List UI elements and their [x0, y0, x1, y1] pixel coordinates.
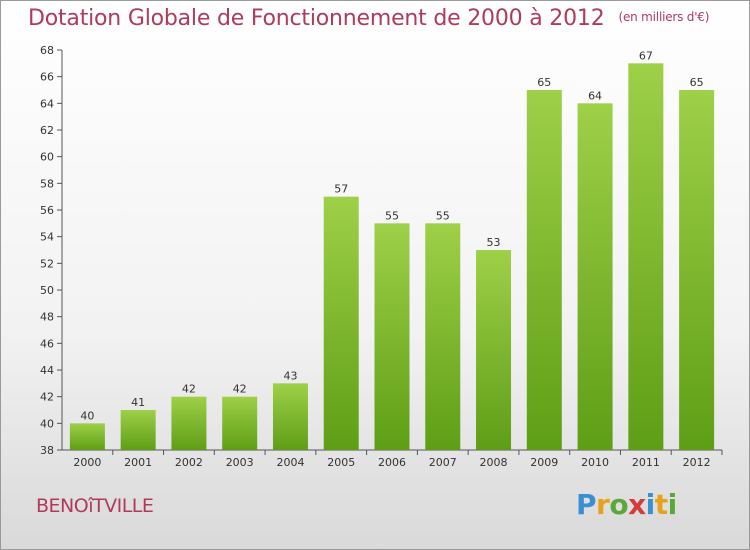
- chart-bars: [69, 63, 715, 450]
- data-label-2000: 40: [80, 409, 94, 422]
- x-tick-label: 2008: [480, 456, 508, 469]
- bar-2004: [272, 383, 308, 450]
- logo-letter: o: [609, 488, 629, 521]
- y-tick-label: 54: [40, 231, 54, 244]
- bar-2008: [476, 250, 512, 450]
- x-tick-label: 2011: [632, 456, 660, 469]
- data-label-2005: 57: [334, 183, 348, 196]
- bar-2003: [222, 396, 258, 450]
- data-label-2001: 41: [131, 396, 145, 409]
- y-tick-label: 66: [40, 71, 54, 84]
- chart-unit: (en milliers d'€): [618, 10, 710, 24]
- data-label-2006: 55: [385, 209, 399, 222]
- y-tick-label: 40: [40, 417, 54, 430]
- bar-2011: [628, 63, 664, 450]
- bar-2010: [577, 103, 613, 450]
- y-tick-label: 68: [40, 44, 54, 57]
- logo-letter: x: [628, 488, 646, 521]
- bar-2006: [374, 223, 410, 450]
- y-tick-label: 50: [40, 284, 54, 297]
- data-label-2010: 64: [588, 89, 602, 102]
- x-tick-label: 2004: [276, 456, 304, 469]
- bar-2000: [69, 423, 105, 450]
- data-label-2003: 42: [233, 383, 247, 396]
- logo-letter: P: [576, 488, 597, 521]
- x-tick-label: 2010: [581, 456, 609, 469]
- bar-2012: [679, 90, 715, 450]
- y-tick-label: 48: [40, 311, 54, 324]
- bar-2007: [425, 223, 461, 450]
- x-tick-label: 2005: [327, 456, 355, 469]
- x-tick-label: 2009: [530, 456, 558, 469]
- bar-2005: [323, 196, 359, 450]
- y-tick-label: 52: [40, 257, 54, 270]
- bar-2001: [120, 410, 156, 450]
- x-tick-label: 2012: [683, 456, 711, 469]
- y-tick-label: 62: [40, 124, 54, 137]
- x-tick-label: 2001: [124, 456, 152, 469]
- proxiti-logo: Proxiti: [576, 488, 677, 521]
- y-tick-label: 64: [40, 97, 54, 110]
- bar-2002: [171, 396, 207, 450]
- chart-title-text: Dotation Globale de Fonctionnement de 20…: [28, 6, 605, 31]
- x-tick-label: 2000: [73, 456, 101, 469]
- logo-letter: i: [645, 488, 656, 521]
- x-tick-label: 2007: [429, 456, 457, 469]
- y-tick-label: 42: [40, 391, 54, 404]
- x-tick-label: 2002: [175, 456, 203, 469]
- logo-letter: t: [654, 488, 668, 521]
- y-tick-label: 56: [40, 204, 54, 217]
- data-label-2004: 43: [283, 369, 297, 382]
- bar-2009: [526, 90, 562, 450]
- data-label-2002: 42: [182, 383, 196, 396]
- x-tick-label: 2006: [378, 456, 406, 469]
- logo-letter: r: [596, 488, 610, 521]
- y-tick-label: 44: [40, 364, 54, 377]
- chart-title: Dotation Globale de Fonctionnement de 20…: [28, 6, 709, 31]
- y-tick-label: 58: [40, 177, 54, 190]
- chart-data-labels: 40 41 42 42 43 57 55 55 53 65 64 67 65: [80, 49, 703, 422]
- logo-letter: i: [667, 488, 678, 521]
- data-label-2012: 65: [690, 76, 704, 89]
- data-label-2007: 55: [436, 209, 450, 222]
- y-tick-label: 60: [40, 151, 54, 164]
- y-tick-label: 46: [40, 337, 54, 350]
- data-label-2008: 53: [487, 236, 501, 249]
- y-tick-label: 38: [40, 444, 54, 457]
- commune-name: BENOîTVILLE: [36, 495, 154, 517]
- x-tick-label: 2003: [226, 456, 254, 469]
- data-label-2011: 67: [639, 49, 653, 62]
- data-label-2009: 65: [537, 76, 551, 89]
